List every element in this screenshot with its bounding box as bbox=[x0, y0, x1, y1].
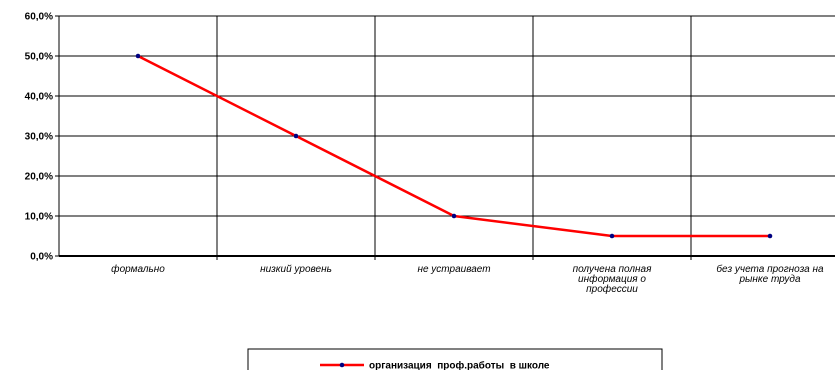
data-point bbox=[135, 53, 141, 59]
y-tick-label: 40,0% bbox=[25, 92, 53, 103]
x-tick-label-line: формально bbox=[111, 263, 165, 275]
x-tick-label: низкий уровень bbox=[260, 264, 332, 275]
x-tick-label-line: низкий уровень bbox=[260, 264, 332, 275]
legend: организация проф.работы в школе bbox=[247, 348, 663, 370]
y-tick-label: 10,0% bbox=[25, 212, 53, 223]
data-point bbox=[767, 233, 773, 239]
x-tick-label-line: не устраивает bbox=[417, 264, 490, 275]
x-tick-label: формально bbox=[111, 263, 165, 275]
y-tick-label: 50,0% bbox=[25, 52, 53, 63]
x-tick-label-line: информация о bbox=[578, 273, 646, 285]
y-tick-label: 20,0% bbox=[25, 172, 53, 183]
data-point bbox=[609, 233, 615, 239]
axes bbox=[55, 15, 835, 257]
y-tick-label: 60,0% bbox=[25, 12, 53, 23]
y-tick-label: 30,0% bbox=[25, 132, 53, 143]
x-tick-label-line: получена полная bbox=[573, 264, 653, 275]
legend-marker-sample bbox=[339, 362, 345, 368]
data-point bbox=[293, 133, 299, 139]
series bbox=[135, 53, 773, 239]
x-tick-label-line: рынке труда bbox=[738, 274, 800, 285]
data-point bbox=[451, 213, 457, 219]
x-tick-label-line: профессии bbox=[586, 283, 638, 295]
x-tick-label: без учета прогноза на рынке труда bbox=[716, 263, 824, 285]
gridlines bbox=[59, 15, 835, 260]
y-tick-labels: 0,0% 10,0% 20,0% 30,0% 40,0% 50,0% 60,0% bbox=[25, 12, 53, 263]
x-tick-labels: формально низкий уровень не устраивает полу… bbox=[111, 263, 824, 295]
series-line bbox=[137, 54, 770, 238]
x-tick-label: не устраивает bbox=[417, 264, 490, 275]
y-tick-label: 0,0% bbox=[30, 252, 53, 263]
x-tick-label: получена полная информация о профессии bbox=[573, 264, 653, 295]
legend-label: организация проф.работы в школе bbox=[369, 360, 550, 370]
x-tick-label-line: без учета прогноза на bbox=[716, 263, 824, 275]
